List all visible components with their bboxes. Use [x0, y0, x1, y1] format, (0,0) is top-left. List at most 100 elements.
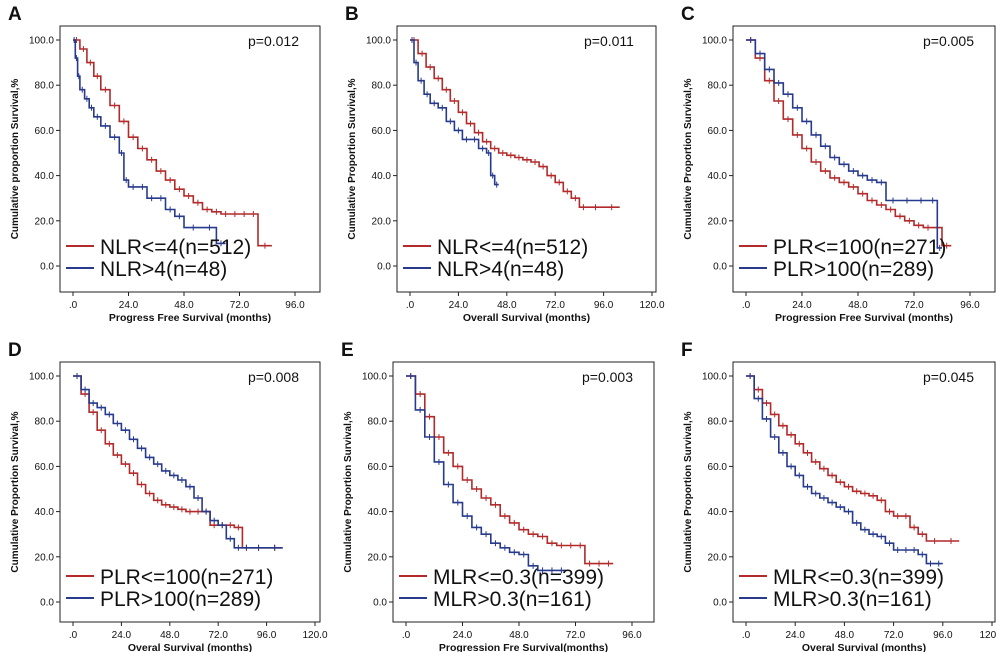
y-tick-label: 100.0 — [702, 36, 727, 47]
y-tick-label: 60.0 — [708, 126, 728, 137]
x-axis-label: Overal Survival (months) — [802, 642, 926, 652]
x-tick-label: .0 — [742, 630, 751, 641]
y-tick-label: 20.0 — [708, 216, 728, 227]
x-tick-label: 48.0 — [848, 300, 868, 311]
legend-label: PLR<=100(n=271) — [100, 566, 273, 589]
x-tick-label: 96.0 — [285, 300, 305, 311]
plot-frame — [732, 361, 996, 623]
x-tick-label: 96.0 — [622, 630, 642, 641]
x-tick-label: 24.0 — [785, 630, 805, 641]
y-tick-label: 100.0 — [29, 372, 54, 383]
y-tick-label: 60.0 — [368, 462, 388, 473]
x-axis-label: Overall Survival (months) — [463, 312, 590, 324]
km-curve-high-ratio — [410, 39, 499, 186]
x-axis-label: Progression Fre Survival(months) — [439, 642, 608, 652]
y-tick-label: 80.0 — [35, 417, 55, 428]
x-tick-label: 24.0 — [792, 300, 812, 311]
panel-letter: C — [681, 4, 695, 25]
p-value: p=0.012 — [248, 33, 299, 49]
x-tick-label: 96.0 — [933, 630, 953, 641]
legend-label: MLR<=0.3(n=399) — [433, 566, 604, 589]
legend-label: NLR<=4(n=512) — [100, 236, 251, 259]
x-tick-label: 72.0 — [545, 300, 565, 311]
km-curve-low-ratio — [73, 375, 283, 549]
y-tick-label: 100.0 — [29, 36, 54, 47]
y-tick-label: 60.0 — [35, 462, 55, 473]
km-panel-d: Dp=0.008 0.0 20.0 40.0 60.0 80.0 100.0 .0 24.0 48… — [8, 340, 328, 652]
x-tick-label: .0 — [402, 630, 411, 641]
y-tick-label: 80.0 — [35, 81, 55, 92]
y-tick-label: 80.0 — [708, 81, 728, 92]
x-tick-label: 96.0 — [960, 300, 980, 311]
legend-label: NLR>4(n=48) — [100, 258, 227, 281]
plot-frame — [59, 25, 321, 293]
y-tick-label: 60.0 — [35, 126, 55, 137]
y-tick-label: 40.0 — [708, 507, 728, 518]
legend-label: PLR>100(n=289) — [773, 258, 934, 281]
y-tick-label: 100.0 — [366, 36, 391, 47]
y-tick-label: 80.0 — [372, 81, 392, 92]
x-tick-label: 48.0 — [497, 300, 517, 311]
y-tick-label: 100.0 — [362, 372, 387, 383]
x-tick-label: 120.0 — [639, 300, 664, 311]
legend-label: PLR<=100(n=271) — [773, 236, 946, 259]
km-curve-high-ratio — [746, 39, 942, 249]
km-panel-e: Ep=0.003 0.0 20.0 40.0 60.0 80.0 100.0 .0 24.0 48… — [341, 340, 655, 652]
plot-frame — [396, 25, 657, 293]
panel-letter: B — [345, 4, 359, 25]
y-tick-label: 20.0 — [35, 216, 55, 227]
y-tick-label: 20.0 — [708, 552, 728, 563]
y-tick-label: 0.0 — [713, 262, 727, 273]
legend-label: MLR<=0.3(n=399) — [773, 566, 944, 589]
km-panel-b: Bp=0.011 0.0 20.0 40.0 60.0 80.0 100.0 .0 24.0 48… — [345, 4, 665, 324]
x-tick-label: .0 — [742, 300, 751, 311]
p-value: p=0.005 — [923, 33, 974, 49]
y-tick-label: 0.0 — [713, 598, 727, 609]
y-tick-label: 40.0 — [708, 171, 728, 182]
p-value: p=0.003 — [582, 369, 633, 385]
p-value: p=0.011 — [584, 33, 634, 49]
panel-letter: F — [681, 340, 693, 361]
km-curve-low-ratio — [73, 39, 272, 247]
x-tick-label: 48.0 — [509, 630, 529, 641]
x-axis-label: Overal Survival (months) — [128, 642, 252, 652]
x-tick-label: .0 — [406, 300, 415, 311]
x-axis-label: Progress Free Survival (months) — [109, 312, 271, 324]
x-tick-label: 96.0 — [257, 630, 277, 641]
x-tick-label: 48.0 — [835, 630, 855, 641]
km-panel-f: Fp=0.045 0.0 20.0 40.0 60.0 80.0 100.0 .0 24.0 48… — [681, 340, 997, 652]
y-axis-label: Cumulative Proportion Survival,% — [10, 411, 21, 572]
x-tick-label: .0 — [69, 300, 78, 311]
panel-letter: A — [8, 4, 22, 25]
legend-label: MLR>0.3(n=161) — [773, 588, 932, 611]
x-tick-label: .0 — [69, 630, 78, 641]
panel-letter: D — [8, 340, 22, 361]
x-tick-label: 120.0 — [302, 630, 327, 641]
y-tick-label: 80.0 — [368, 417, 388, 428]
x-tick-label: 120.0 — [979, 630, 997, 641]
legend-label: NLR<=4(n=512) — [437, 236, 588, 259]
km-curve-low-ratio — [746, 39, 952, 247]
y-tick-label: 20.0 — [372, 216, 392, 227]
y-tick-label: 80.0 — [708, 417, 728, 428]
plot-frame — [732, 25, 996, 293]
legend-label: PLR>100(n=289) — [100, 588, 261, 611]
km-curve-high-ratio — [406, 375, 567, 572]
x-tick-label: 72.0 — [884, 630, 904, 641]
legend-label: MLR>0.3(n=161) — [433, 588, 592, 611]
y-axis-label: Cumulative proportion Survival,% — [10, 79, 21, 240]
x-tick-label: 72.0 — [230, 300, 250, 311]
km-panel-a: Ap=0.012 0.0 20.0 40.0 60.0 80.0 100.0 .0 24.0 48… — [8, 4, 321, 324]
x-tick-label: 72.0 — [904, 300, 924, 311]
y-tick-label: 20.0 — [368, 552, 388, 563]
p-value: p=0.008 — [248, 369, 299, 385]
y-axis-label: Cumulative Proportion Survival,% — [683, 411, 694, 572]
y-tick-label: 40.0 — [35, 171, 55, 182]
y-tick-label: 60.0 — [708, 462, 728, 473]
km-curve-low-ratio — [410, 39, 620, 208]
y-tick-label: 40.0 — [368, 507, 388, 518]
x-tick-label: 48.0 — [174, 300, 194, 311]
p-value: p=0.045 — [923, 369, 974, 385]
km-curve-high-ratio — [746, 375, 943, 565]
